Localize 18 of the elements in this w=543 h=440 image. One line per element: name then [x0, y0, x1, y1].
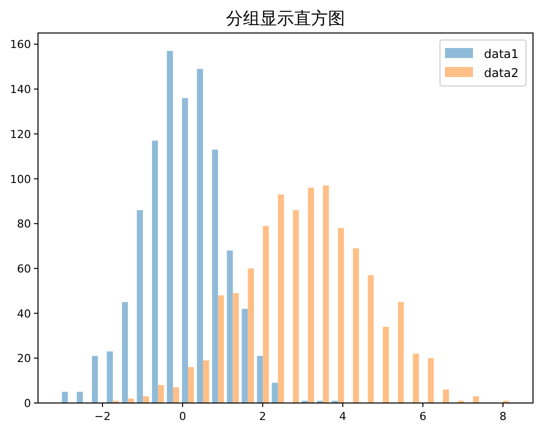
chart-title: 分组显示直方图: [226, 9, 345, 29]
legend-label: data2: [484, 66, 519, 80]
y-tick-label: 60: [17, 262, 31, 276]
y-tick-label: 100: [10, 172, 31, 186]
x-tick-label: 6: [419, 410, 426, 423]
x-tick-label: 4: [339, 410, 346, 423]
legend-label: data1: [484, 47, 519, 61]
x-tick-label: 0: [179, 410, 186, 423]
y-tick-label: 120: [10, 128, 31, 141]
y-tick-label: 80: [17, 218, 31, 231]
y-tick-label: 160: [10, 38, 31, 52]
y-tick-label: 0: [24, 397, 31, 410]
x-tick-label: −2: [94, 410, 111, 423]
y-tick-label: 140: [10, 83, 31, 96]
x-tick-label: 2: [259, 410, 266, 423]
y-tick-label: 20: [17, 352, 31, 366]
y-tick-label: 40: [17, 307, 31, 320]
x-tick-label: 8: [499, 410, 506, 423]
